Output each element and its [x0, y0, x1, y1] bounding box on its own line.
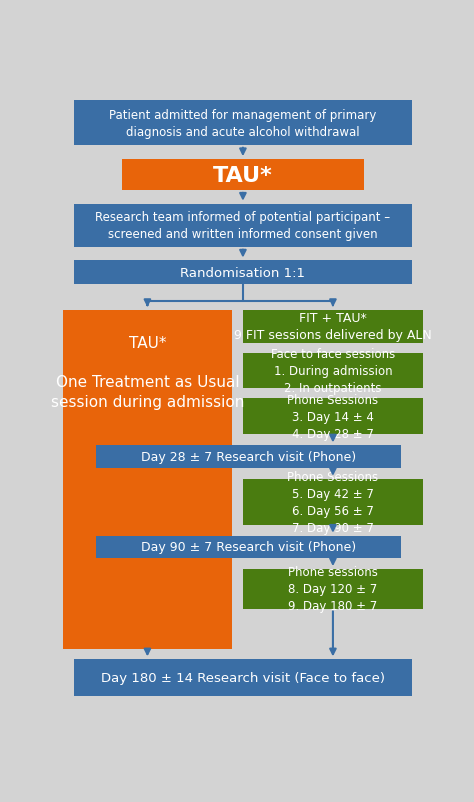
FancyBboxPatch shape: [74, 659, 412, 696]
Text: Phone Sessions
5. Day 42 ± 7
6. Day 56 ± 7
7. Day 90 ± 7: Phone Sessions 5. Day 42 ± 7 6. Day 56 ±…: [287, 470, 378, 534]
Text: TAU*

One Treatment as Usual
session during admission: TAU* One Treatment as Usual session duri…: [51, 335, 244, 410]
FancyBboxPatch shape: [74, 205, 412, 248]
Text: Research team informed of potential participant –
screened and written informed : Research team informed of potential part…: [95, 211, 391, 241]
Text: Phone Sessions
3. Day 14 ± 4
4. Day 28 ± 7: Phone Sessions 3. Day 14 ± 4 4. Day 28 ±…: [287, 393, 378, 440]
Text: Patient admitted for management of primary
diagnosis and acute alcohol withdrawa: Patient admitted for management of prima…: [109, 108, 377, 139]
FancyBboxPatch shape: [96, 446, 401, 468]
FancyBboxPatch shape: [122, 160, 364, 191]
Text: TAU*: TAU*: [213, 165, 273, 185]
FancyBboxPatch shape: [74, 261, 412, 285]
FancyBboxPatch shape: [243, 353, 423, 389]
Text: Day 90 ± 7 Research visit (Phone): Day 90 ± 7 Research visit (Phone): [141, 541, 356, 553]
FancyBboxPatch shape: [243, 399, 423, 435]
FancyBboxPatch shape: [74, 101, 412, 146]
Text: Face to face sessions
1. During admission
2. In outpatients: Face to face sessions 1. During admissio…: [271, 347, 395, 395]
Text: Day 28 ± 7 Research visit (Phone): Day 28 ± 7 Research visit (Phone): [141, 451, 356, 464]
FancyBboxPatch shape: [96, 536, 401, 558]
FancyBboxPatch shape: [243, 479, 423, 525]
Text: Randomisation 1:1: Randomisation 1:1: [181, 266, 305, 279]
Text: Day 180 ± 14 Research visit (Face to face): Day 180 ± 14 Research visit (Face to fac…: [101, 671, 385, 684]
Text: Phone sessions
8. Day 120 ± 7
9. Day 180 ± 7: Phone sessions 8. Day 120 ± 7 9. Day 180…: [288, 565, 378, 613]
FancyBboxPatch shape: [243, 569, 423, 609]
FancyBboxPatch shape: [63, 310, 232, 649]
FancyBboxPatch shape: [243, 310, 423, 343]
Text: FIT + TAU*
9 FIT sessions delivered by ALN: FIT + TAU* 9 FIT sessions delivered by A…: [234, 312, 432, 342]
